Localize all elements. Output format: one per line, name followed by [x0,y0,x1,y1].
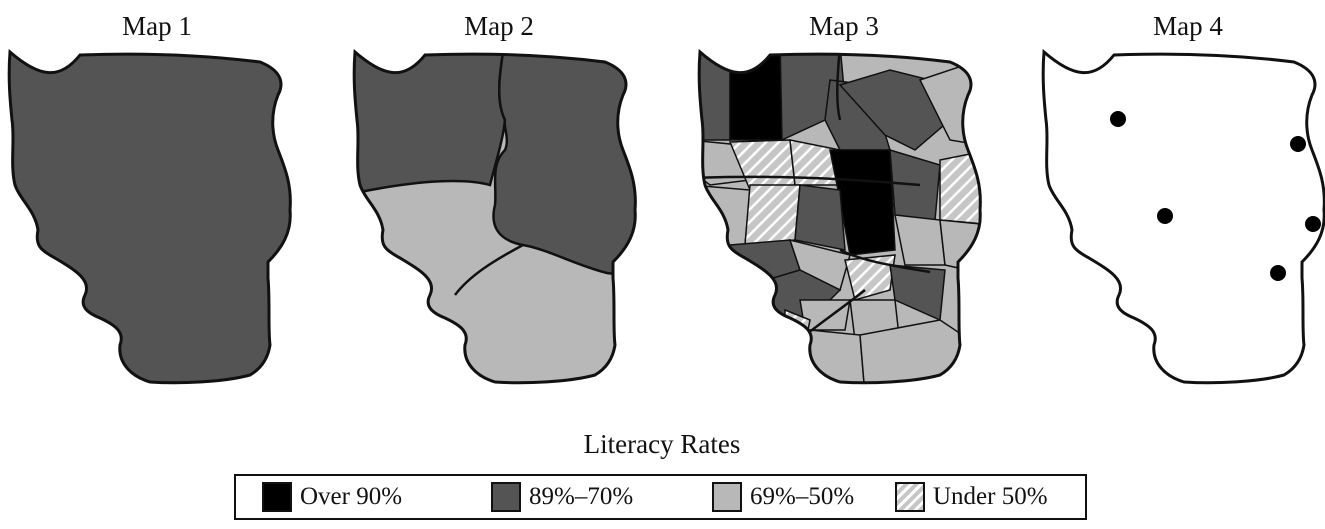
legend-item-89-70: 89%–70% [491,476,633,518]
city-dot [1305,216,1321,232]
map-4-title: Map 4 [1153,11,1223,41]
map-1 [7,50,292,385]
city-dot [1157,208,1173,224]
city-dot [1110,111,1126,127]
legend: Over 90% 89%–70% 69%–50% Under 50% [234,474,1087,520]
legend-label: 69%–50% [750,483,855,510]
legend-title: Literacy Rates [583,429,741,459]
legend-item-over-90: Over 90% [262,476,402,518]
legend-item-69-50: 69%–50% [712,476,854,518]
map-2 [352,50,637,385]
city-dot [1270,265,1286,281]
map-3-title: Map 3 [809,11,879,41]
legend-label: Over 90% [300,483,403,510]
map-3 [697,50,982,385]
map-4 [1041,50,1325,385]
map-2-title: Map 2 [464,11,534,41]
city-dot [1290,136,1306,152]
legend-swatch [262,482,292,512]
legend-swatch [712,482,742,512]
legend-label: Under 50% [933,483,1048,510]
legend-swatch [491,482,521,512]
legend-label: 89%–70% [529,483,634,510]
legend-swatch [895,482,925,512]
map-1-title: Map 1 [122,11,192,41]
legend-item-under-50: Under 50% [895,476,1048,518]
